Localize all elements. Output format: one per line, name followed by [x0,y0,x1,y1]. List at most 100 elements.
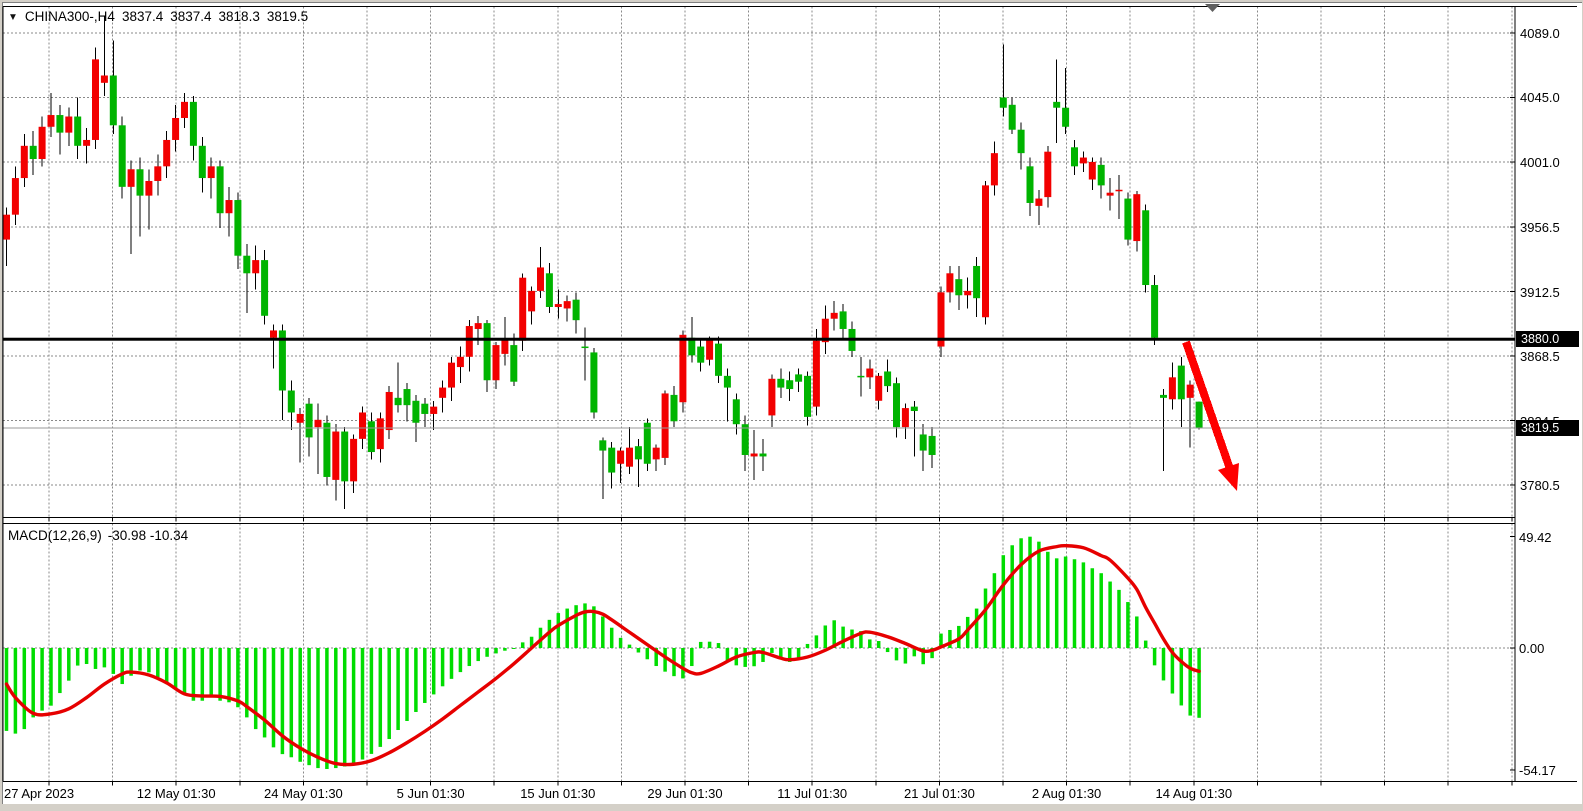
candle-body [287,390,295,413]
candle-body [590,352,598,413]
candle-body [1079,157,1087,164]
scroll-to-end-marker[interactable] [1205,4,1220,12]
candle-body [741,424,749,455]
macd-histogram-bar [1161,648,1166,681]
macd-histogram-bar [529,636,534,648]
macd-signal-line [4,543,1201,767]
time-axis-label: 21 Jul 01:30 [903,786,975,801]
candle-body [768,378,776,416]
candle-body [839,311,847,329]
macd-histogram-bar [253,648,258,730]
candle-body [928,435,936,455]
macd-histogram-bar [396,648,400,731]
macd-histogram-bar [903,648,908,664]
candle-body [697,346,705,363]
time-axis-label: 5 Jun 01:30 [396,786,465,801]
time-axis-label: 14 Aug 01:30 [1155,786,1233,801]
candle-body [759,453,767,457]
macd-histogram-bar [476,648,480,662]
macd-histogram-bar [1054,558,1059,648]
chart-header: ▼ CHINA300-,H4 3837.4 3837.4 3818.3 3819.5 [8,9,315,24]
macd-histogram-bar [209,648,213,698]
macd-histogram-bar [351,648,356,765]
candle-body [545,273,553,307]
price-axis-label: 4045.0 [1520,90,1560,106]
candle-body [679,334,687,403]
macd-histogram-bar [4,648,9,731]
macd-histogram-bar [859,631,863,648]
macd-histogram-bar [360,648,365,760]
macd-name: MACD(12,26,9) [8,528,102,543]
candle-body [314,419,322,428]
candle-body [732,399,740,425]
macd-histogram-bar [574,605,578,648]
macd-histogram-bar [405,648,409,721]
candle-body [715,343,722,376]
candle-body [109,75,117,126]
macd-histogram-bar [1126,602,1130,648]
macd-histogram-bar [690,648,694,667]
macd-axis-label: 49.42 [1519,529,1552,545]
candle-body [964,290,972,296]
candle-body [955,279,963,296]
macd-histogram-bar [716,643,721,648]
macd-histogram-bar [156,648,160,678]
macd-histogram-bar [325,648,329,769]
macd-histogram-bar [930,648,934,659]
symbol-dropdown-icon[interactable]: ▼ [8,12,18,23]
candle-body [617,450,625,464]
candle-body [421,403,429,414]
macd-histogram-bar [752,648,756,667]
candle-body [581,346,589,349]
macd-indicator-label: MACD(12,26,9) -30.98 -10.34 [8,528,188,543]
macd-histogram-bar [939,633,943,648]
macd-histogram-bar [1117,589,1121,648]
macd-histogram-bar [147,648,151,673]
candle-body [38,126,46,160]
macd-axis-label: -54.17 [1519,763,1556,779]
macd-histogram-bar [227,648,231,703]
candle-body [1026,166,1034,203]
macd-histogram-bar [609,627,614,648]
macd-histogram-bar [832,620,836,648]
macd-values: -30.98 -10.34 [107,528,189,543]
candle-body [830,312,838,319]
candle-body [599,440,607,451]
candle-body [20,145,28,179]
price-axis-label: 3956.5 [1520,220,1560,236]
macd-histogram-bar [1170,648,1175,694]
candle-body [332,431,340,480]
macd-histogram-bar [1028,536,1032,648]
macd-histogram-bar [565,608,569,648]
candle-body [893,383,900,428]
price-axis-label: 3868.5 [1520,349,1560,365]
candle-body [643,422,651,464]
candle-body [937,292,945,347]
candle-body [172,117,180,140]
macd-histogram-bar [583,603,587,648]
candle-body [982,185,989,318]
candle-body [261,260,269,316]
candle-body [661,393,669,458]
macd-histogram-bar [1135,616,1139,648]
macd-histogram-bar [31,648,35,718]
macd-histogram-bar [779,648,783,659]
macd-histogram-bar [520,642,525,648]
candle-body [305,403,313,438]
macd-histogram-bar [280,648,285,755]
candle-body [510,345,518,382]
macd-histogram-bar [191,648,196,701]
macd-histogram-bar [618,637,623,648]
candle-body [812,340,820,407]
macd-histogram-bar [93,648,98,669]
macd-histogram-bar [1152,648,1157,666]
candle-body [278,330,286,391]
macd-histogram-bar [173,648,178,690]
time-axis-label: 12 May 01:30 [136,786,216,801]
candle-body [225,200,233,214]
macd-histogram-bar [289,648,294,758]
ohlc-low: 3818.3 [218,9,260,24]
current-price-badge: 3819.5 [1516,419,1579,436]
